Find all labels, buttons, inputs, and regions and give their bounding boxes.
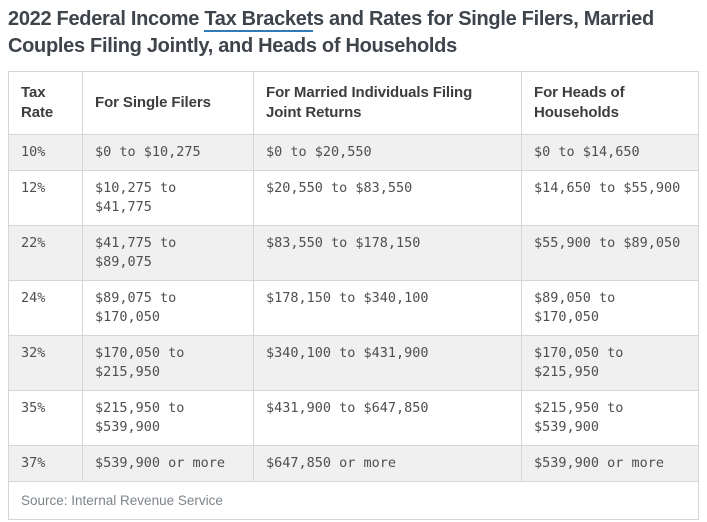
tax-brackets-table: Tax Rate For Single Filers For Married I… — [8, 71, 699, 520]
col-header-heads-household: For Heads of Households — [521, 71, 699, 135]
title-text-post: s and Rates for Single Filers, Married C… — [8, 8, 654, 57]
col-header-tax-rate: Tax Rate — [8, 71, 83, 135]
heads-household-cell: $215,950 to $539,900 — [521, 390, 699, 446]
married-joint-cell: $20,550 to $83,550 — [253, 170, 522, 226]
single-filers-cell: $170,050 to $215,950 — [82, 335, 254, 391]
heads-household-cell: $539,900 or more — [521, 445, 699, 482]
single-filers-cell: $41,775 to $89,075 — [82, 225, 254, 281]
heads-household-cell: $55,900 to $89,050 — [521, 225, 699, 281]
source-note: Source: Internal Revenue Service — [8, 481, 699, 520]
tax-bracket-link[interactable]: Tax Bracket — [204, 8, 313, 32]
tax-rate-cell: 32% — [8, 335, 83, 391]
source-row: Source: Internal Revenue Service — [8, 481, 699, 520]
heads-household-cell: $170,050 to $215,950 — [521, 335, 699, 391]
married-joint-cell: $178,150 to $340,100 — [253, 280, 522, 336]
header-row: Tax Rate For Single Filers For Married I… — [8, 71, 699, 135]
table-row: 24% $89,075 to $170,050 $178,150 to $340… — [8, 280, 699, 336]
col-header-married-joint: For Married Individuals Filing Joint Ret… — [253, 71, 522, 135]
tax-rate-cell: 10% — [8, 134, 83, 171]
table-row: 32% $170,050 to $215,950 $340,100 to $43… — [8, 335, 699, 391]
heads-household-cell: $14,650 to $55,900 — [521, 170, 699, 226]
tax-rate-cell: 22% — [8, 225, 83, 281]
single-filers-cell: $539,900 or more — [82, 445, 254, 482]
married-joint-cell: $431,900 to $647,850 — [253, 390, 522, 446]
single-filers-cell: $10,275 to $41,775 — [82, 170, 254, 226]
table-row: 37% $539,900 or more $647,850 or more $5… — [8, 445, 699, 482]
heads-household-cell: $89,050 to $170,050 — [521, 280, 699, 336]
married-joint-cell: $0 to $20,550 — [253, 134, 522, 171]
title-text-pre: 2022 Federal Income — [8, 8, 205, 30]
tax-rate-cell: 24% — [8, 280, 83, 336]
heads-household-cell: $0 to $14,650 — [521, 134, 699, 171]
table-row: 22% $41,775 to $89,075 $83,550 to $178,1… — [8, 225, 699, 281]
col-header-single-filers: For Single Filers — [82, 71, 254, 135]
married-joint-cell: $647,850 or more — [253, 445, 522, 482]
single-filers-cell: $0 to $10,275 — [82, 134, 254, 171]
table-row: 35% $215,950 to $539,900 $431,900 to $64… — [8, 390, 699, 446]
page-title: 2022 Federal Income Tax Brackets and Rat… — [8, 6, 699, 60]
married-joint-cell: $83,550 to $178,150 — [253, 225, 522, 281]
tax-rate-cell: 37% — [8, 445, 83, 482]
single-filers-cell: $89,075 to $170,050 — [82, 280, 254, 336]
table-row: 10% $0 to $10,275 $0 to $20,550 $0 to $1… — [8, 134, 699, 171]
married-joint-cell: $340,100 to $431,900 — [253, 335, 522, 391]
tax-rate-cell: 35% — [8, 390, 83, 446]
tax-rate-cell: 12% — [8, 170, 83, 226]
table-row: 12% $10,275 to $41,775 $20,550 to $83,55… — [8, 170, 699, 226]
single-filers-cell: $215,950 to $539,900 — [82, 390, 254, 446]
